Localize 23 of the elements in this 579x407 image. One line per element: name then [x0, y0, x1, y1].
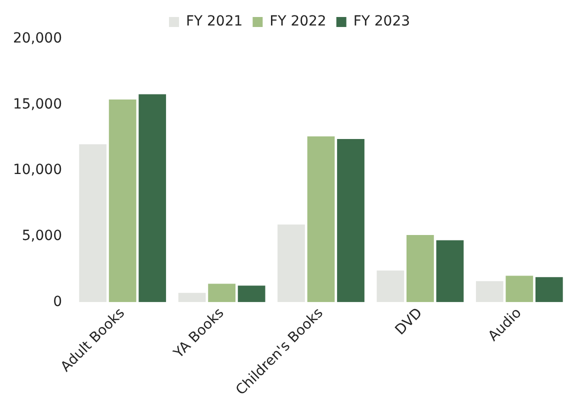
legend-label: FY 2021	[186, 14, 243, 30]
bar	[108, 100, 136, 302]
bar	[278, 224, 305, 302]
bar	[79, 144, 107, 302]
legend-label: FY 2022	[270, 14, 326, 30]
bar	[376, 270, 404, 302]
bar	[436, 240, 464, 302]
bar	[506, 276, 534, 302]
y-tick-label: 10,000	[12, 162, 62, 178]
bar	[307, 136, 335, 302]
bar	[138, 94, 166, 302]
bar	[406, 235, 434, 302]
y-tick-label: 5,000	[22, 228, 62, 244]
y-tick-label: 20,000	[12, 30, 62, 47]
bar	[178, 292, 206, 302]
bar	[208, 284, 236, 302]
bar	[476, 281, 504, 302]
bar	[238, 286, 266, 302]
bar	[337, 138, 364, 302]
y-tick-label: 0	[53, 294, 62, 310]
bar	[535, 277, 563, 302]
legend-label: FY 2023	[353, 14, 410, 30]
y-tick-label: 15,000	[12, 96, 62, 112]
